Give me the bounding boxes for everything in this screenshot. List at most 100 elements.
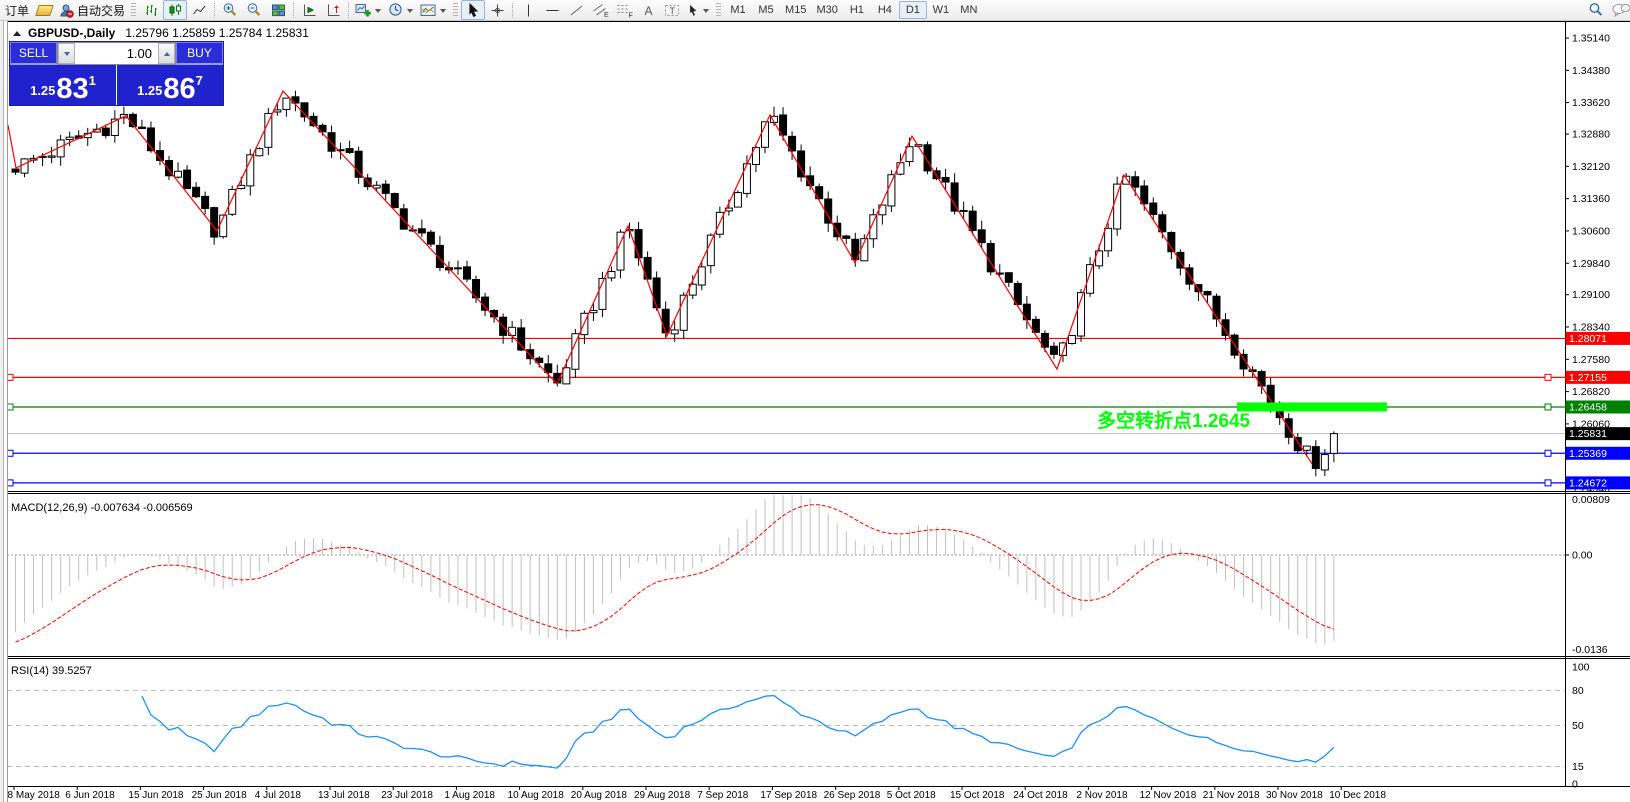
zigzag-line[interactable] — [8, 90, 1313, 465]
volume-value[interactable]: 1.00 — [126, 46, 152, 61]
line-chart-icon — [192, 5, 205, 14]
add-indicator-button[interactable] — [352, 0, 385, 20]
zoom-out-button[interactable] — [242, 0, 266, 20]
candle-body — [417, 228, 426, 234]
candle-body — [1058, 342, 1067, 356]
candle-body — [110, 118, 119, 136]
candle-body — [228, 188, 237, 215]
templates-caret[interactable] — [440, 8, 447, 16]
sell-price[interactable]: 1.25 83 1 — [10, 65, 116, 105]
candle-body — [399, 208, 408, 230]
toolbar-gripper[interactable] — [453, 2, 459, 18]
candle-body — [815, 186, 824, 200]
rsi-scale-80: 80 — [1572, 685, 1584, 697]
candle-body — [1113, 183, 1122, 230]
auto-scroll-button[interactable] — [297, 0, 321, 20]
timeframe-button-H4[interactable]: H4 — [877, 4, 892, 16]
candle-body — [354, 150, 363, 178]
candle-body — [1131, 176, 1140, 188]
timeframe-button-M1[interactable]: M1 — [730, 4, 746, 16]
date-label: 28 May 2018 — [2, 790, 60, 801]
chart-canvas[interactable]: 1.35140 1.34380 1.33620 1.32880 1.32120 1.313… — [0, 21, 1630, 802]
new-order-button[interactable]: 订单 — [2, 0, 32, 20]
horizontal-line-tool-button[interactable] — [540, 0, 564, 20]
candle-body — [643, 256, 652, 280]
collapse-panel-icon[interactable] — [13, 27, 21, 36]
buy-button[interactable]: BUY — [176, 42, 223, 65]
candle-body — [119, 113, 128, 119]
candle-body — [751, 147, 760, 166]
timeframe-button-M15[interactable]: M15 — [785, 4, 807, 16]
hline-handle[interactable] — [1544, 449, 1552, 457]
text-tool-button[interactable]: A — [636, 0, 660, 20]
candle-body — [137, 126, 146, 130]
toolbar-gripper[interactable] — [716, 2, 722, 18]
buy-price[interactable]: 1.25 86 7 — [117, 65, 223, 105]
chart-shift-button[interactable] — [321, 0, 345, 20]
timeframe-button-M5[interactable]: M5 — [758, 4, 774, 16]
rsi-pane[interactable] — [7, 659, 1565, 786]
hline-handle[interactable] — [1544, 373, 1552, 381]
price-tick-label: 1.33620 — [1572, 97, 1610, 109]
timeframe-button-MN[interactable]: MN — [960, 4, 978, 16]
candle-body — [255, 148, 264, 157]
hline-handle[interactable] — [1544, 403, 1552, 411]
zoom-in-button[interactable] — [218, 0, 242, 20]
crosshair-tool-button[interactable] — [485, 0, 509, 20]
add-indicator-icon — [355, 4, 371, 17]
price-tick-label: 1.32120 — [1572, 161, 1610, 173]
candle-body — [688, 283, 697, 296]
toolbar-right-group — [1584, 0, 1630, 20]
candle-body — [47, 155, 56, 158]
candle-body — [788, 135, 797, 152]
add-indicator-caret[interactable] — [375, 8, 382, 16]
candle-body — [1040, 332, 1049, 348]
timeframe-button-W1[interactable]: W1 — [932, 4, 950, 16]
candle-body — [1311, 446, 1320, 470]
arrows-tool-button[interactable] — [684, 0, 713, 20]
tile-windows-button[interactable] — [266, 0, 290, 20]
order-ticket-button[interactable] — [32, 0, 56, 20]
macd-pane[interactable] — [7, 494, 1565, 656]
channel-tool-button[interactable]: E — [588, 0, 612, 20]
highlight-segment[interactable] — [1237, 402, 1387, 412]
arrows-tool-caret[interactable] — [703, 8, 710, 16]
toolbar-gripper[interactable] — [131, 2, 137, 18]
cursor-tool-button[interactable] — [461, 0, 486, 20]
periods-button[interactable] — [385, 0, 417, 20]
text-tool-icon: A — [644, 4, 652, 18]
candle-body — [887, 174, 896, 207]
window-left-edge[interactable] — [0, 21, 8, 802]
templates-button[interactable] — [417, 0, 450, 20]
fibonacci-tool-button[interactable]: F — [612, 0, 636, 20]
candle-body — [273, 109, 282, 113]
timeframe-button-H1[interactable]: H1 — [849, 4, 864, 16]
candle-body — [264, 112, 273, 148]
candlestick-chart-button[interactable] — [163, 0, 188, 20]
hline-handle[interactable] — [1544, 479, 1552, 487]
vertical-line-tool-button[interactable] — [516, 0, 540, 20]
bar-chart-button[interactable] — [139, 0, 163, 20]
periods-caret[interactable] — [407, 8, 414, 16]
timeframe-button-D1[interactable]: D1 — [898, 1, 927, 19]
toolbar-separator — [512, 2, 514, 18]
candle-body — [1302, 445, 1311, 451]
candle-body — [426, 231, 435, 245]
main-chart-pane[interactable] — [7, 22, 1565, 491]
line-chart-button[interactable] — [187, 0, 211, 20]
chat-button[interactable] — [1608, 0, 1630, 20]
autotrading-button[interactable]: 自动交易 — [56, 0, 128, 20]
price-line-label-box — [1565, 446, 1630, 460]
sell-button[interactable]: SELL — [10, 42, 57, 65]
trendline-tool-button[interactable] — [564, 0, 588, 20]
volume-increase-button[interactable] — [158, 43, 175, 64]
volume-decrease-button[interactable] — [58, 43, 75, 64]
toolbar: 订单 自动交易 — [0, 0, 1630, 21]
sell-price-big: 83 — [56, 73, 89, 105]
timeframe-button-M30[interactable]: M30 — [816, 4, 838, 16]
price-line-label-box — [1565, 400, 1630, 414]
autotrading-icon — [60, 4, 74, 18]
text-label-tool-button[interactable]: T — [660, 0, 684, 20]
search-icon — [1589, 3, 1603, 16]
search-button[interactable] — [1584, 0, 1608, 20]
